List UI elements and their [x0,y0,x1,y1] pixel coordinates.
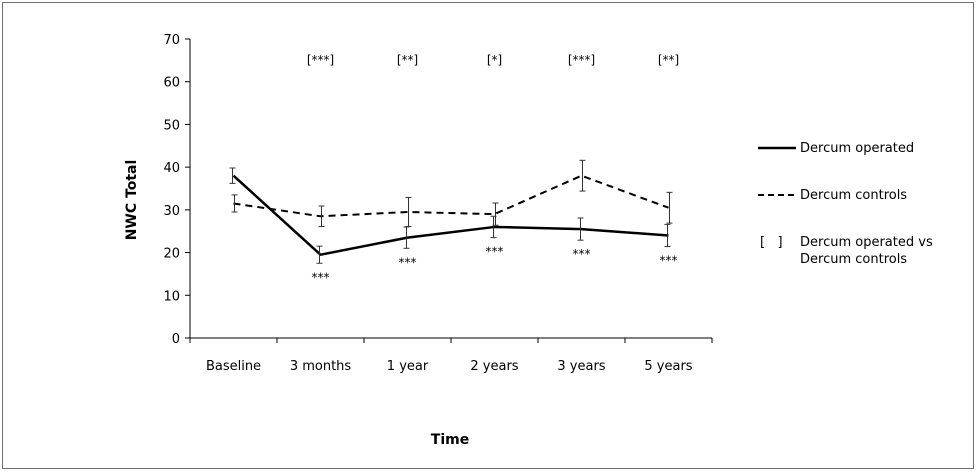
y-tick-label: 20 [163,247,180,262]
y-tick-label: 60 [163,76,180,91]
error-bar [231,194,238,213]
significance-between-groups: [***] [307,53,334,67]
significance-vs-baseline: *** [486,245,504,259]
x-tick-label: 2 years [470,359,518,374]
legend-label-operated: Dercum operated [800,141,914,156]
significance-layer: *** *** *** *** *** [***] [**] [*] [***] [**] [307,53,679,284]
significance-vs-baseline: *** [573,247,591,261]
error-bar [229,167,236,184]
legend-label-controls: Dercum controls [800,188,907,203]
legend-label-comparison-line1: Dercum operated vs [800,235,933,250]
y-tick-label: 0 [172,332,180,347]
error-bar [577,217,584,241]
x-tick-label: Baseline [206,359,261,374]
error-bar [318,205,325,228]
series-line-controls [233,174,669,218]
y-tick-label: 50 [163,118,180,133]
error-bar [666,191,673,224]
legend-bracket-symbol: [ ] [760,235,783,250]
error-bar [316,245,323,264]
error-bar [579,159,586,192]
y-tick-label: 70 [163,33,180,48]
error-bar [492,202,499,226]
legend: Dercum operated Dercum controls [ ] Derc… [758,141,933,267]
legend-label-comparison-line2: Dercum controls [800,252,907,267]
significance-vs-baseline: *** [399,255,417,269]
x-axis-title: Time [431,432,469,448]
x-tick-label: 3 years [557,359,605,374]
x-tick-label: 3 months [290,359,352,374]
y-tick-label: 10 [163,289,180,304]
x-tick-label: 5 years [644,359,692,374]
y-axis: 0 10 20 30 40 50 60 70 [163,33,191,347]
significance-between-groups: [**] [658,53,679,67]
y-tick-label: 40 [163,161,180,176]
error-bar [664,223,671,248]
y-axis-title: NWC Total [124,160,140,241]
series-line-operated [232,174,669,257]
significance-vs-baseline: *** [312,270,330,284]
significance-between-groups: [***] [568,53,595,67]
significance-between-groups: [*] [487,53,502,67]
series-layer [229,159,673,264]
significance-vs-baseline: *** [660,254,678,268]
y-tick-label: 30 [163,204,180,219]
error-bar [405,196,412,228]
significance-between-groups: [**] [397,53,418,67]
x-tick-label: 1 year [387,359,429,374]
x-axis: Baseline 3 months 1 year 2 years 3 years 5 ye… [189,337,713,374]
